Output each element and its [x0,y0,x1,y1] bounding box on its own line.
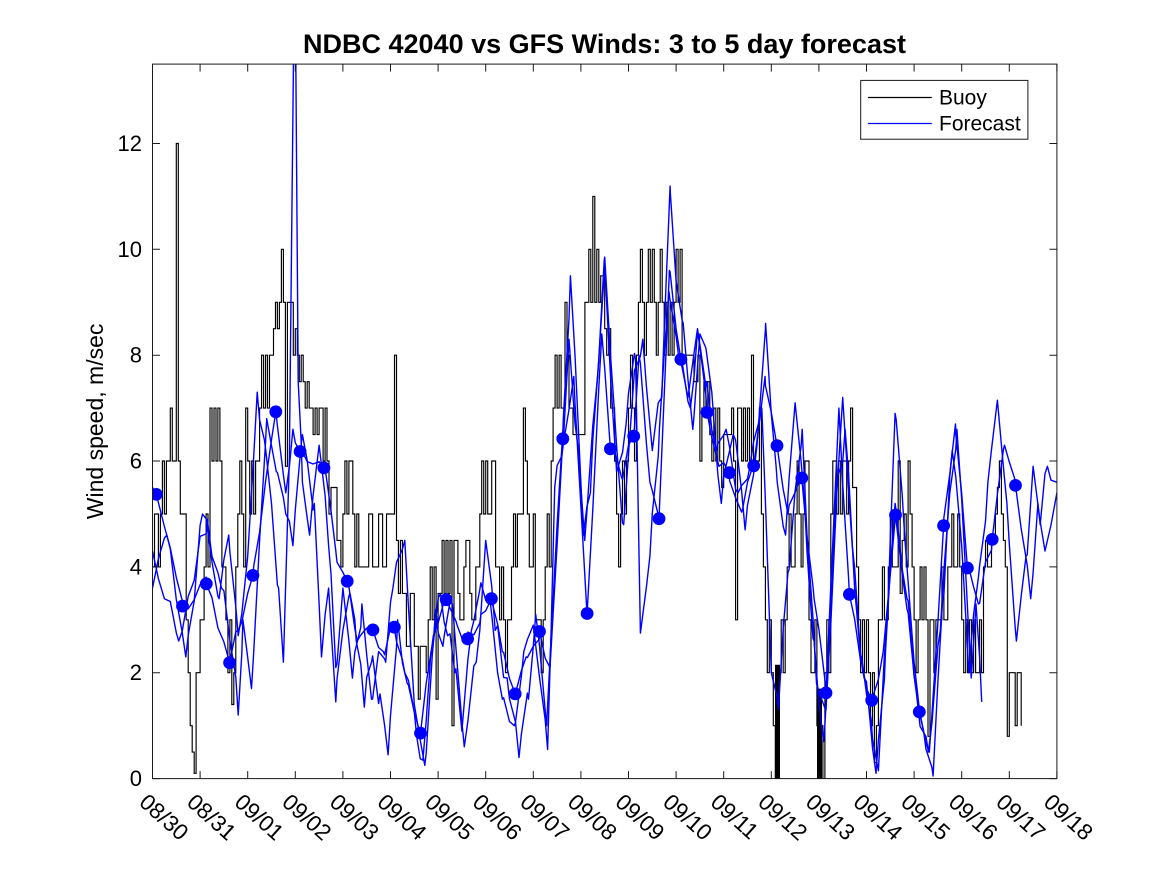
svg-text:6: 6 [130,449,142,474]
svg-text:2: 2 [130,660,142,685]
svg-text:0: 0 [130,766,142,791]
svg-text:Buoy: Buoy [939,87,987,110]
svg-text:NDBC 42040 vs GFS Winds: 3 to: NDBC 42040 vs GFS Winds: 3 to 5 day fore… [303,29,906,59]
svg-text:Forecast: Forecast [939,113,1021,136]
svg-text:12: 12 [118,131,142,156]
svg-text:10: 10 [118,237,142,262]
svg-text:8: 8 [130,343,142,368]
svg-text:Wind speed, m/sec: Wind speed, m/sec [82,324,108,520]
svg-text:4: 4 [130,554,142,579]
